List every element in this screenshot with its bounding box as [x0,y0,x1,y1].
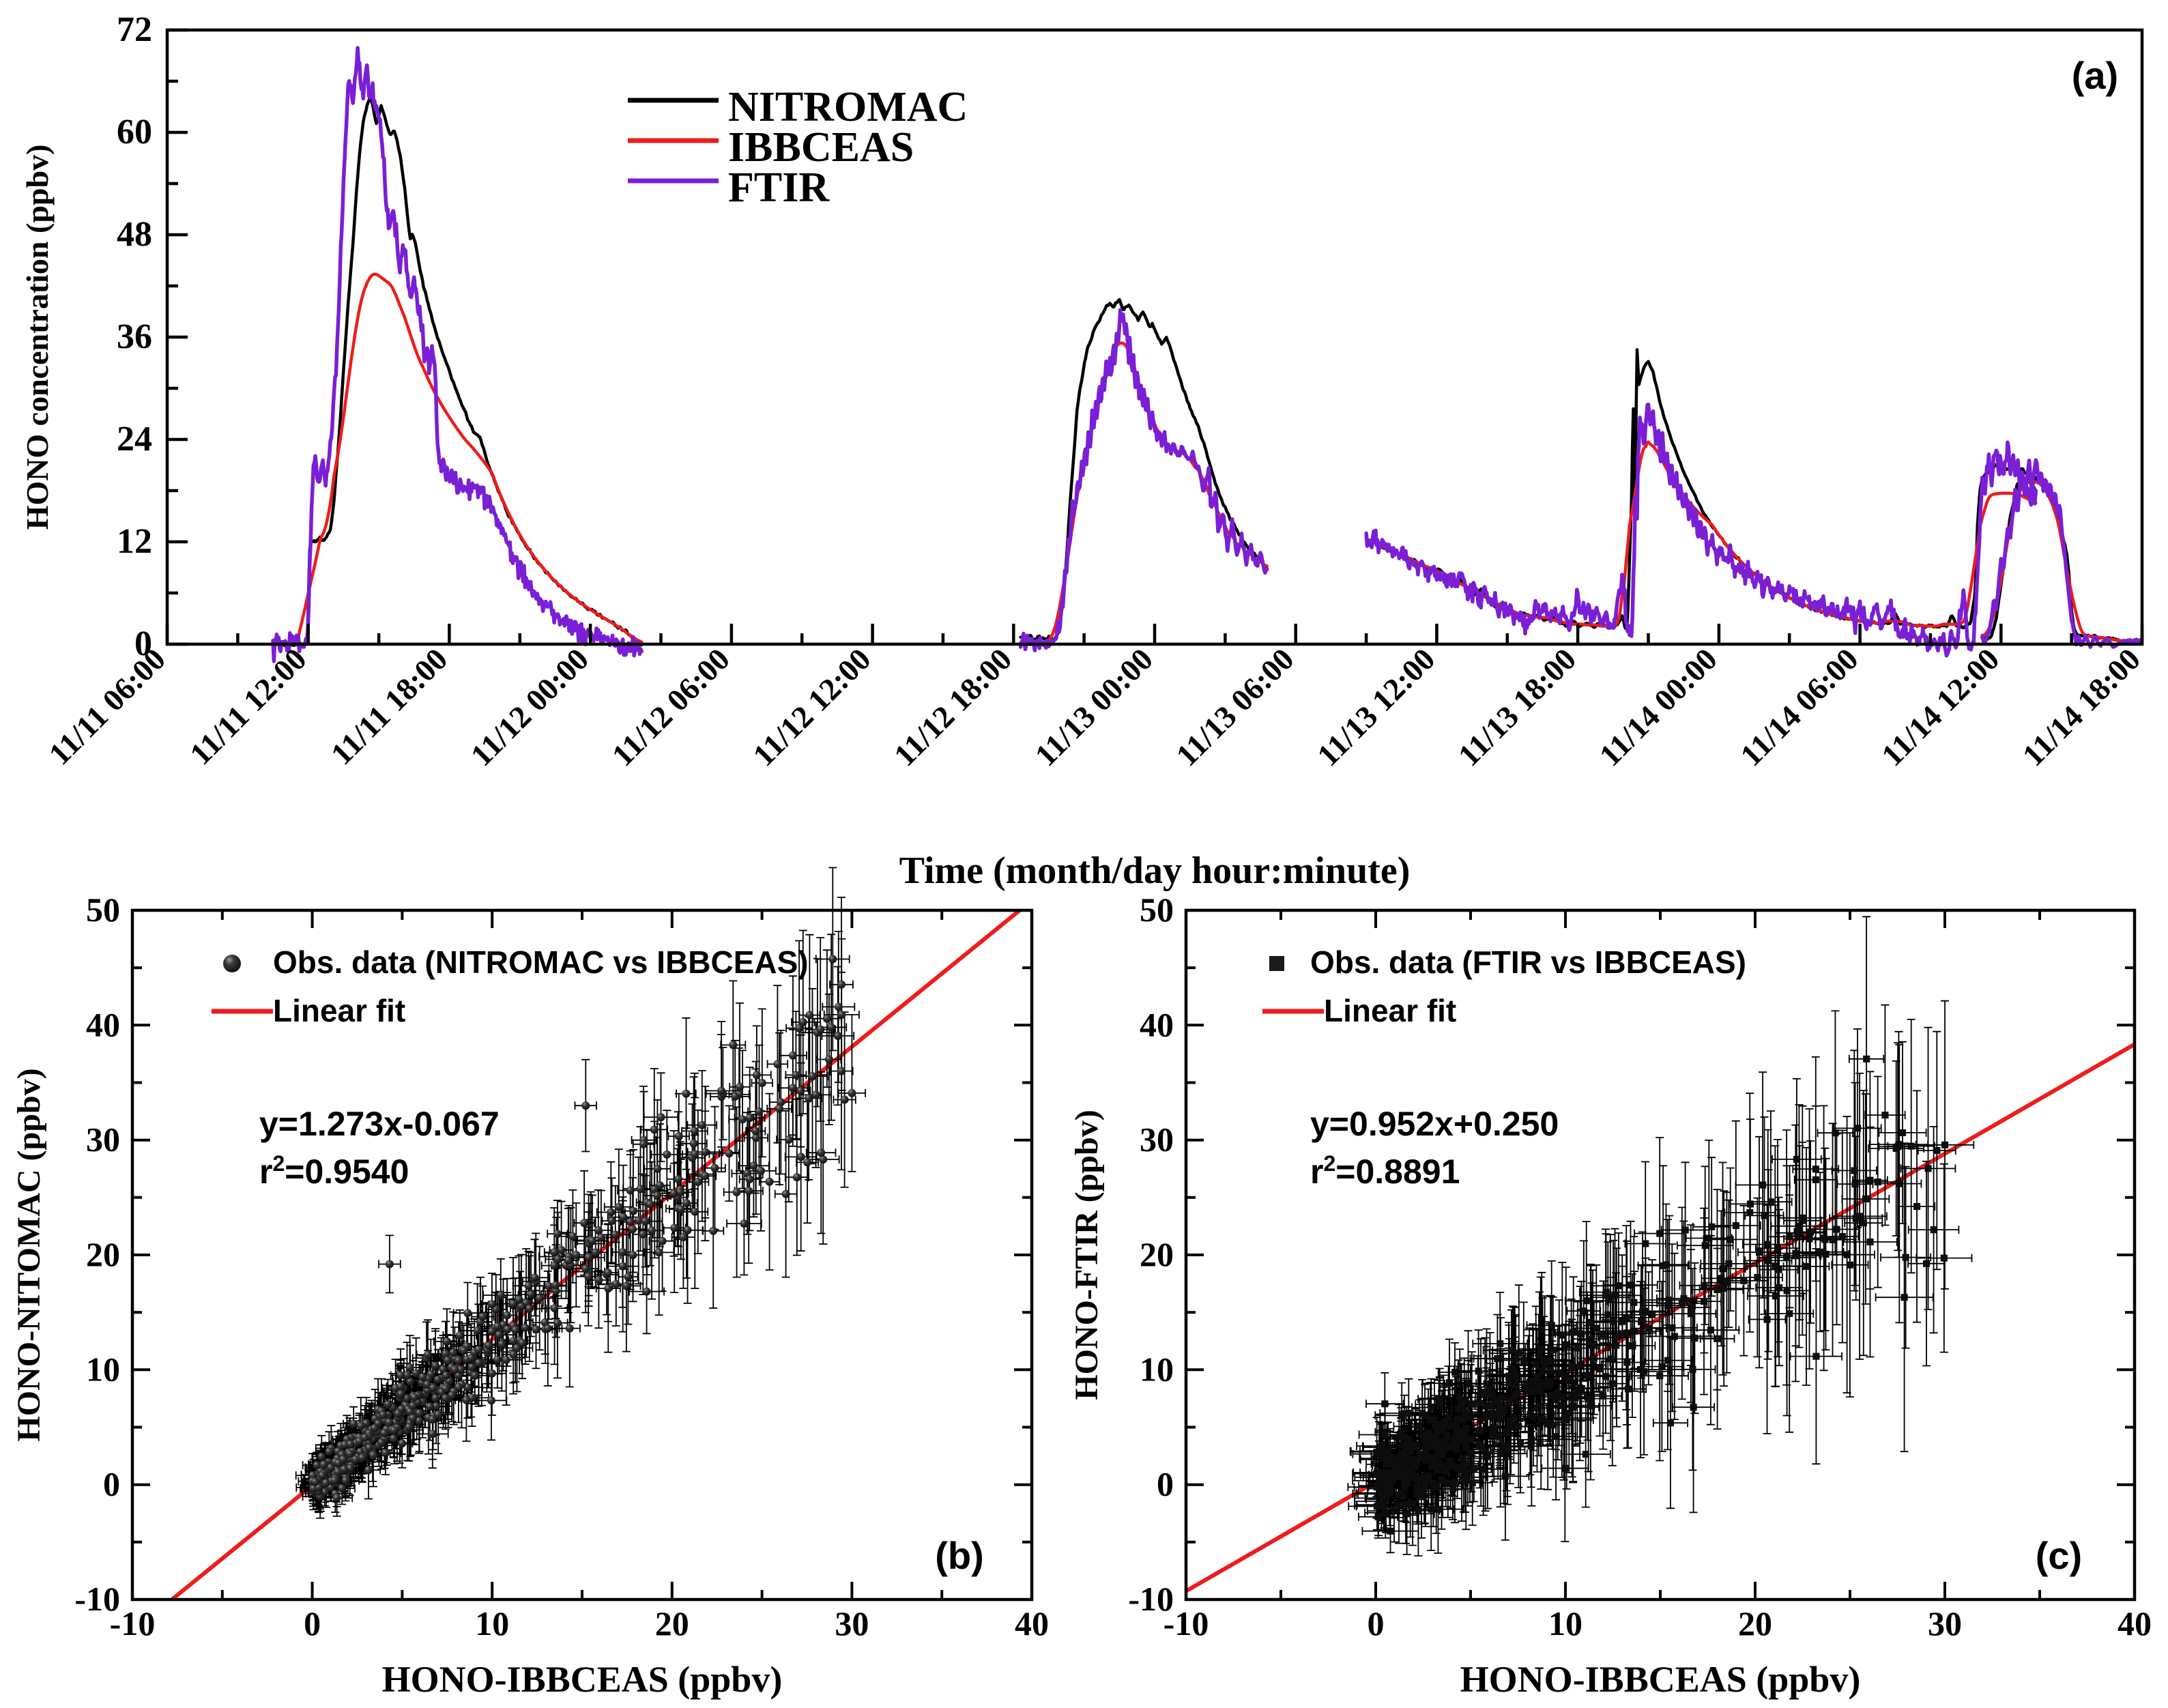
svg-text:HONO-FTIR (ppbv): HONO-FTIR (ppbv) [1069,1110,1105,1400]
svg-text:11/13 06:00: 11/13 06:00 [1169,641,1300,772]
svg-text:11/12 18:00: 11/12 18:00 [887,641,1018,772]
svg-text:10: 10 [1140,1350,1174,1388]
svg-text:0: 0 [1157,1465,1174,1503]
svg-text:11/13 00:00: 11/13 00:00 [1028,641,1159,772]
svg-text:-10: -10 [1128,1580,1174,1618]
svg-text:12: 12 [117,522,152,561]
svg-text:20: 20 [1140,1235,1174,1273]
svg-text:50: 50 [1140,891,1174,929]
svg-text:NITROMAC: NITROMAC [728,84,968,130]
svg-text:20: 20 [1738,1604,1772,1642]
svg-text:11/12 12:00: 11/12 12:00 [746,641,877,772]
svg-text:11/11 12:00: 11/11 12:00 [183,641,313,772]
svg-text:11/11 06:00: 11/11 06:00 [42,641,172,772]
svg-text:48: 48 [117,215,152,254]
svg-text:HONO-IBBCEAS (ppbv): HONO-IBBCEAS (ppbv) [1460,1659,1861,1700]
svg-text:11/13 18:00: 11/13 18:00 [1451,641,1582,772]
svg-text:(c): (c) [2036,1534,2082,1577]
svg-text:30: 30 [1140,1120,1174,1159]
svg-text:IBBCEAS: IBBCEAS [728,124,914,171]
svg-text:Linear fit: Linear fit [1324,993,1456,1028]
svg-text:40: 40 [2118,1604,2152,1642]
svg-text:11/11 18:00: 11/11 18:00 [324,641,454,772]
svg-text:11/14 00:00: 11/14 00:00 [1593,641,1724,772]
svg-text:11/12 06:00: 11/12 06:00 [605,641,736,772]
svg-text:Time (month/day hour:minute): Time (month/day hour:minute) [899,850,1411,892]
svg-text:11/14 18:00: 11/14 18:00 [2016,641,2147,772]
svg-text:FTIR: FTIR [728,164,830,211]
svg-text:(a): (a) [2072,54,2118,97]
svg-text:60: 60 [117,113,152,151]
svg-text:72: 72 [117,10,152,49]
svg-text:30: 30 [1928,1604,1962,1642]
svg-text:HONO concentration (ppbv): HONO concentration (ppbv) [20,145,55,530]
svg-text:y=0.952x+0.250: y=0.952x+0.250 [1310,1105,1559,1143]
svg-text:Obs. data (FTIR vs IBBCEAS): Obs. data (FTIR vs IBBCEAS) [1310,944,1746,980]
svg-text:11/14 06:00: 11/14 06:00 [1733,641,1864,772]
svg-text:0: 0 [1368,1604,1385,1642]
svg-text:11/13 12:00: 11/13 12:00 [1310,641,1441,772]
svg-text:24: 24 [117,420,152,459]
svg-text:11/12 00:00: 11/12 00:00 [464,641,595,772]
svg-text:40: 40 [1140,1005,1174,1043]
svg-text:11/14 12:00: 11/14 12:00 [1875,641,2006,772]
svg-text:36: 36 [117,317,152,356]
svg-text:10: 10 [1548,1604,1582,1642]
